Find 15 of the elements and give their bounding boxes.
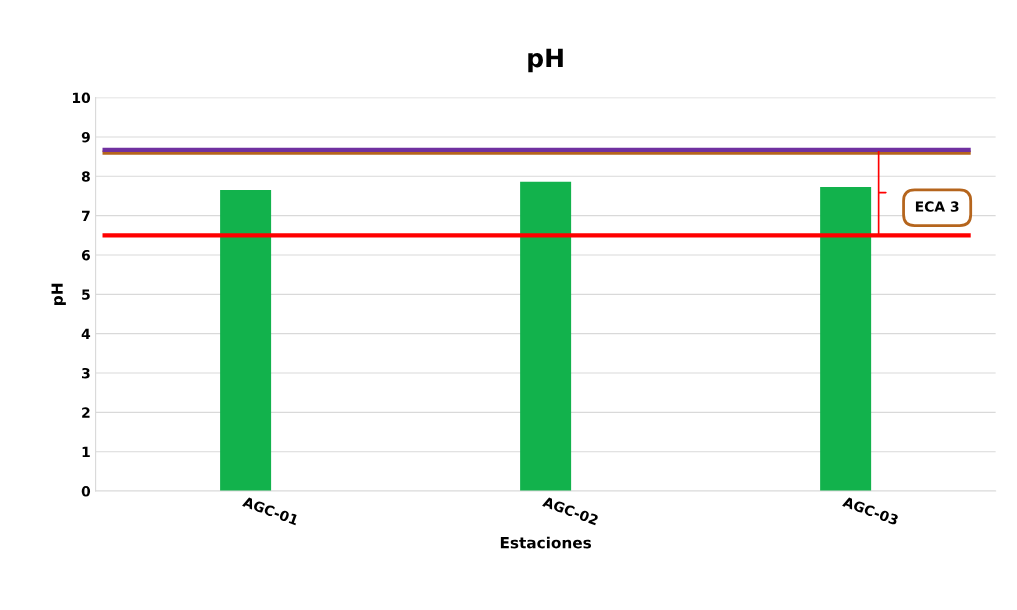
chart-title: pH [528, 48, 563, 73]
y-tick-label: 3 [82, 367, 90, 379]
y-tick-label: 10 [72, 92, 91, 104]
y-tick-label: 4 [81, 328, 91, 339]
y-tick-label: 6 [81, 249, 90, 261]
y-tick-label: 7 [82, 210, 90, 221]
y-tick-label: 9 [81, 131, 90, 143]
y-axis-title: pH [51, 283, 66, 305]
y-tick-label: 2 [82, 407, 90, 418]
y-tick-label: 8 [81, 171, 90, 182]
x-axis-title: Estaciones [500, 536, 592, 549]
y-tick-label: 0 [81, 486, 91, 497]
annotation: ECA 3 [915, 201, 959, 212]
y-tick-label: 5 [82, 289, 90, 300]
y-tick-label: 1 [82, 446, 90, 457]
